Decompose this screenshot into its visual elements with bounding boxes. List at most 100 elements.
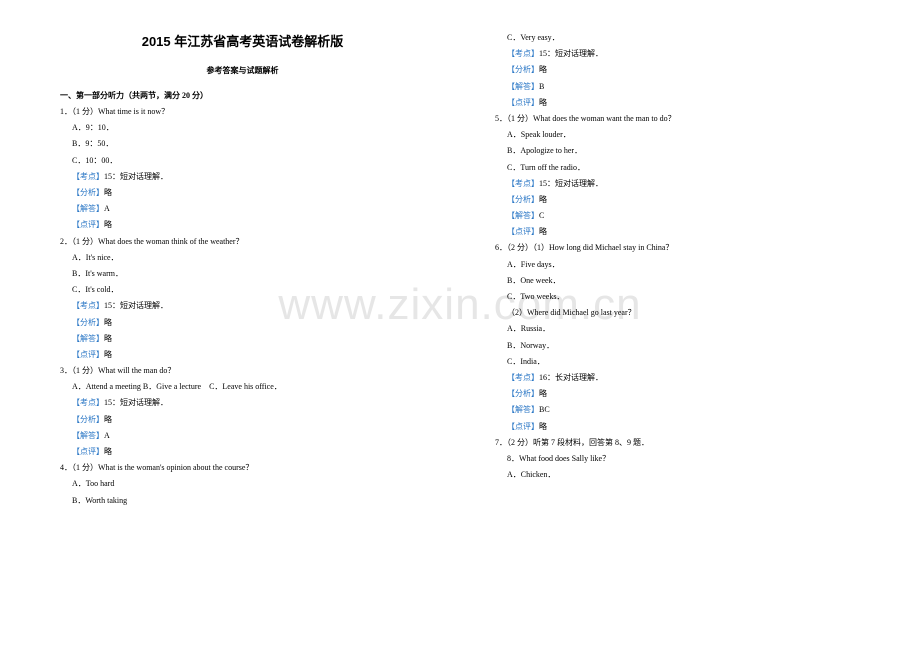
- page-container: 2015 年江苏省高考英语试卷解析版 参考答案与试题解析 一、第一部分听力（共两…: [0, 0, 920, 529]
- lue-text: 略: [539, 65, 547, 74]
- ans-text: 略: [104, 334, 112, 343]
- q2-dianping: 【点评】略: [60, 347, 425, 362]
- q4-stem: 4．（1 分）What is the woman's opinion about…: [60, 460, 425, 475]
- q6-opt-b: B．One week．: [495, 273, 860, 288]
- q5-dianping: 【点评】略: [495, 224, 860, 239]
- tag-kaodian: 【考点】: [507, 373, 539, 382]
- q5-opt-c: C．Turn off the radio．: [495, 160, 860, 175]
- q6-opt-a2: A．Russia．: [495, 321, 860, 336]
- q5-stem: 5．（1 分）What does the woman want the man …: [495, 111, 860, 126]
- lue-text: 略: [539, 227, 547, 236]
- left-column: 2015 年江苏省高考英语试卷解析版 参考答案与试题解析 一、第一部分听力（共两…: [60, 30, 425, 509]
- section-heading: 一、第一部分听力（共两节，满分 20 分）: [60, 88, 425, 103]
- lue-text: 略: [539, 98, 547, 107]
- lue-text: 略: [104, 220, 112, 229]
- tag-kaodian: 【考点】: [72, 301, 104, 310]
- lue-text: 略: [539, 422, 547, 431]
- q3-kaodian: 【考点】15：短对话理解．: [60, 395, 425, 410]
- q6-opt-a: A．Five days．: [495, 257, 860, 272]
- right-column: C．Very easy． 【考点】15：短对话理解． 【分析】略 【解答】B 【…: [495, 30, 860, 509]
- tag-fenxi: 【分析】: [507, 389, 539, 398]
- q5-kaodian: 【考点】15：短对话理解．: [495, 176, 860, 191]
- q1-opt-b: B．9：50．: [60, 136, 425, 151]
- q1-kaodian: 【考点】15：短对话理解．: [60, 169, 425, 184]
- q2-fenxi: 【分析】略: [60, 315, 425, 330]
- q4-kaodian: 【考点】15：短对话理解．: [495, 46, 860, 61]
- q4-jieda: 【解答】B: [495, 79, 860, 94]
- q2-kaodian: 【考点】15：短对话理解．: [60, 298, 425, 313]
- tag-fenxi: 【分析】: [507, 195, 539, 204]
- ans-text: BC: [539, 405, 550, 414]
- q4-fenxi: 【分析】略: [495, 62, 860, 77]
- lue-text: 略: [104, 350, 112, 359]
- q7-stem: 7．（2 分）听第 7 段材料，回答第 8、9 题．: [495, 435, 860, 450]
- q5-jieda: 【解答】C: [495, 208, 860, 223]
- ans-text: A: [104, 204, 110, 213]
- kd-text: 15：短对话理解．: [539, 49, 603, 58]
- q3-jieda: 【解答】A: [60, 428, 425, 443]
- doc-title: 2015 年江苏省高考英语试卷解析版: [60, 30, 425, 55]
- q4-opt-a: A．Too hard: [60, 476, 425, 491]
- lue-text: 略: [104, 188, 112, 197]
- q4-opt-c: C．Very easy．: [495, 30, 860, 45]
- q3-stem: 3．（1 分）What will the man do？: [60, 363, 425, 378]
- tag-jieda: 【解答】: [72, 334, 104, 343]
- q2-opt-c: C．It's cold．: [60, 282, 425, 297]
- kd-text: 15：短对话理解．: [104, 301, 168, 310]
- q1-fenxi: 【分析】略: [60, 185, 425, 200]
- tag-fenxi: 【分析】: [72, 188, 104, 197]
- q5-opt-a: A．Speak louder．: [495, 127, 860, 142]
- q2-stem: 2．（1 分）What does the woman think of the …: [60, 234, 425, 249]
- q6-sub2: （2）Where did Michael go last year？: [495, 305, 860, 320]
- kd-text: 15：短对话理解．: [104, 172, 168, 181]
- tag-kaodian: 【考点】: [72, 172, 104, 181]
- q5-fenxi: 【分析】略: [495, 192, 860, 207]
- q1-stem: 1．（1 分）What time is it now？: [60, 104, 425, 119]
- q6-kaodian: 【考点】16：长对话理解．: [495, 370, 860, 385]
- lue-text: 略: [104, 415, 112, 424]
- tag-jieda: 【解答】: [507, 82, 539, 91]
- q3-fenxi: 【分析】略: [60, 412, 425, 427]
- tag-fenxi: 【分析】: [72, 318, 104, 327]
- q3-opts: A．Attend a meeting B．Give a lecture C．Le…: [60, 379, 425, 394]
- q3-dianping: 【点评】略: [60, 444, 425, 459]
- tag-fenxi: 【分析】: [72, 415, 104, 424]
- kd-text: 16：长对话理解．: [539, 373, 603, 382]
- ans-text: A: [104, 431, 110, 440]
- q6-fenxi: 【分析】略: [495, 386, 860, 401]
- tag-dianping: 【点评】: [507, 227, 539, 236]
- tag-jieda: 【解答】: [72, 431, 104, 440]
- q7-sub: 8．What food does Sally like？: [495, 451, 860, 466]
- tag-dianping: 【点评】: [72, 350, 104, 359]
- tag-kaodian: 【考点】: [72, 398, 104, 407]
- tag-kaodian: 【考点】: [507, 179, 539, 188]
- q6-opt-c2: C．India．: [495, 354, 860, 369]
- tag-kaodian: 【考点】: [507, 49, 539, 58]
- lue-text: 略: [104, 447, 112, 456]
- q1-opt-a: A．9：10．: [60, 120, 425, 135]
- q5-opt-b: B．Apologize to her．: [495, 143, 860, 158]
- q1-opt-c: C．10：00．: [60, 153, 425, 168]
- tag-dianping: 【点评】: [507, 422, 539, 431]
- tag-dianping: 【点评】: [507, 98, 539, 107]
- kd-text: 15：短对话理解．: [539, 179, 603, 188]
- q1-jieda: 【解答】A: [60, 201, 425, 216]
- tag-dianping: 【点评】: [72, 220, 104, 229]
- doc-subtitle: 参考答案与试题解析: [60, 63, 425, 78]
- tag-jieda: 【解答】: [72, 204, 104, 213]
- q4-opt-b: B．Worth taking: [60, 493, 425, 508]
- q7-opt-a: A．Chicken．: [495, 467, 860, 482]
- lue-text: 略: [539, 389, 547, 398]
- kd-text: 15：短对话理解．: [104, 398, 168, 407]
- q2-jieda: 【解答】略: [60, 331, 425, 346]
- tag-jieda: 【解答】: [507, 211, 539, 220]
- lue-text: 略: [539, 195, 547, 204]
- q6-dianping: 【点评】略: [495, 419, 860, 434]
- tag-fenxi: 【分析】: [507, 65, 539, 74]
- q2-opt-a: A．It's nice．: [60, 250, 425, 265]
- q2-opt-b: B．It's warm．: [60, 266, 425, 281]
- tag-dianping: 【点评】: [72, 447, 104, 456]
- ans-text: B: [539, 82, 544, 91]
- q4-dianping: 【点评】略: [495, 95, 860, 110]
- lue-text: 略: [104, 318, 112, 327]
